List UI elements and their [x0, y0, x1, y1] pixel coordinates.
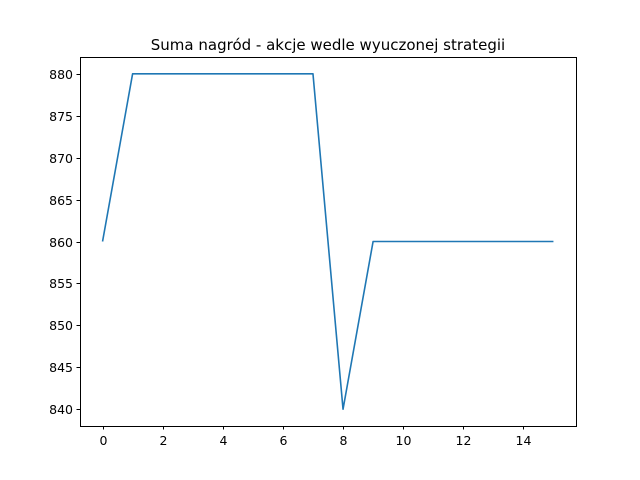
- y-tick-label: 855: [49, 276, 73, 291]
- x-tick-label: 10: [396, 433, 412, 448]
- y-tick-label: 840: [49, 402, 73, 417]
- x-tick-label: 14: [516, 433, 532, 448]
- x-tick-label: 4: [220, 433, 228, 448]
- y-tick-label: 865: [49, 193, 73, 208]
- y-tick-label: 870: [49, 151, 73, 166]
- plot-frame: [80, 57, 577, 427]
- y-tick-label: 875: [49, 109, 73, 124]
- x-axis: 0 2 4 6 8 10 12 14: [100, 426, 532, 448]
- y-tick-label: 850: [49, 318, 73, 333]
- x-tick-label: 2: [160, 433, 168, 448]
- y-axis: 840 845 850 855 860 865 870 875 880: [49, 67, 80, 417]
- series-line: [101, 72, 554, 411]
- y-tick-label: 860: [49, 235, 73, 250]
- chart-title: Suma nagród - akcje wedle wyuczonej stra…: [151, 36, 505, 54]
- y-tick-label: 880: [49, 67, 73, 82]
- x-tick-label: 12: [456, 433, 472, 448]
- y-tick-label: 845: [49, 360, 73, 375]
- x-tick-label: 6: [280, 433, 288, 448]
- x-tick-label: 8: [340, 433, 348, 448]
- x-tick-label: 0: [100, 433, 108, 448]
- plot-marks: [101, 72, 554, 411]
